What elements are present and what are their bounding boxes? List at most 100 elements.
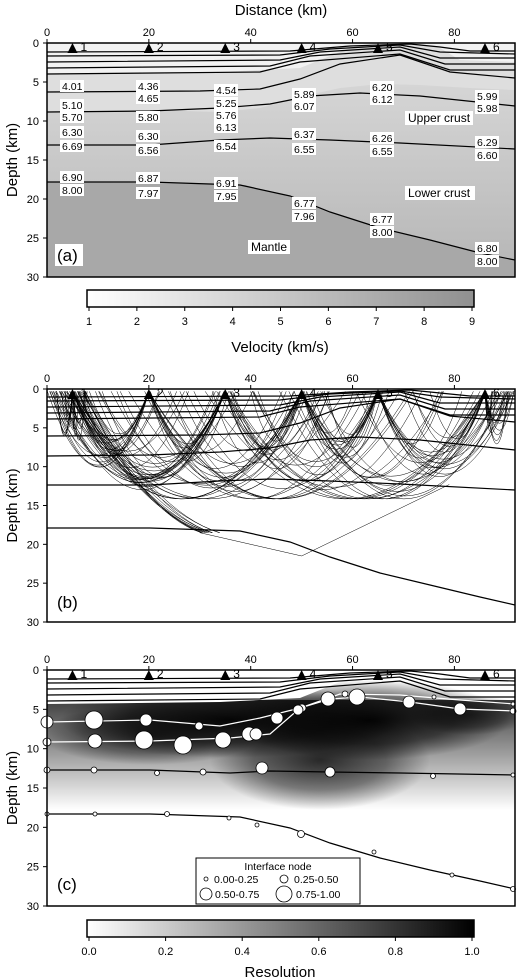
interface-node-legend: Interface node 0.00-0.25 0.25-0.50 0.50-…	[195, 857, 361, 905]
velocity-label: 6.55	[294, 144, 315, 156]
panel-label-c: (c)	[57, 875, 77, 894]
panel-c: (c) Interface node 0.00-0.25 0.25-0.50 0…	[40, 669, 517, 907]
velocity-label: 6.13	[216, 122, 237, 134]
ray-path	[59, 391, 302, 499]
velocity-label: 5.99	[477, 91, 498, 103]
y-tick-label: 0	[33, 665, 39, 677]
velocity-label: 8.00	[477, 256, 498, 268]
colorbar-tick-label: 1	[86, 316, 92, 328]
velocity-label: 6.90	[62, 172, 83, 184]
ray-path	[301, 391, 384, 464]
colorbar-tick-label: 6	[325, 316, 331, 328]
ray-path	[72, 391, 326, 499]
ray-path	[212, 391, 302, 464]
velocity-label-row2: 5.10 4.65 5.25 5.89 6.12 5.98	[60, 88, 499, 115]
x-tick-label: 0	[44, 373, 50, 385]
y-tick-label: 5	[33, 423, 39, 435]
velocity-label: 5.70	[62, 112, 83, 124]
y-tick-label: 10	[27, 462, 39, 474]
legend-item-3: 0.75-1.00	[296, 889, 341, 901]
ray-path	[229, 391, 486, 499]
station-label: 6	[493, 40, 500, 54]
y-axis-title: Depth (km)	[4, 123, 21, 197]
ray-path	[51, 391, 150, 468]
station-marker-icon	[67, 389, 78, 399]
colorbar-tick-label: 4	[230, 316, 236, 328]
y-tick-label: 20	[27, 194, 39, 206]
velocity-label: 6.30	[138, 131, 159, 143]
velocity-label: 8.00	[62, 185, 83, 197]
velocity-label: 7.96	[294, 211, 315, 223]
x-tick-label: 80	[448, 373, 460, 385]
colorbar-tick-label: 9	[469, 316, 475, 328]
x-tick-label: 0	[44, 27, 50, 39]
velocity-label: 6.30	[62, 127, 83, 139]
velocity-label: 6.56	[138, 145, 159, 157]
ray-path	[377, 391, 486, 469]
colorbar-tick-label: 0.0	[81, 946, 96, 958]
legend-title: Interface node	[244, 861, 311, 873]
station-label: 1	[80, 667, 87, 681]
ray-path	[61, 391, 73, 423]
ray-path	[72, 391, 86, 441]
y-tick-label: 15	[27, 501, 39, 513]
ray-path	[80, 391, 220, 533]
ray-path	[84, 391, 226, 464]
panel-label-b: (b)	[57, 593, 78, 612]
y-tick-label: 0	[33, 384, 39, 396]
station-marker-icon	[220, 670, 231, 680]
legend-marker-3	[275, 885, 293, 903]
x-tick-label: 60	[346, 27, 358, 39]
station-label: 5	[386, 40, 393, 54]
station-marker-icon	[479, 389, 490, 399]
station-marker-icon	[220, 389, 231, 399]
y-tick-label: 0	[33, 38, 39, 50]
station-marker-icon	[67, 670, 78, 680]
ray-path	[225, 391, 444, 488]
station-marker-icon	[479, 670, 490, 680]
y-tick-label: 20	[27, 539, 39, 551]
y-axis-title: Depth (km)	[4, 468, 21, 542]
velocity-label-row5: 6.69 6.56 6.54 6.55 6.55 6.60	[60, 140, 499, 162]
station-marker-icon	[373, 43, 384, 53]
velocity-label: 5.98	[477, 103, 498, 115]
y-tick-label: 10	[27, 116, 39, 128]
velocity-colorbar-title: Velocity (km/s)	[231, 339, 329, 356]
velocity-label: 5.80	[138, 112, 159, 124]
velocity-label: 6.54	[216, 141, 237, 153]
ray-path	[301, 391, 507, 500]
station-marker-icon	[296, 43, 307, 53]
y-axis-title: Depth (km)	[4, 751, 21, 825]
y-tick-label: 25	[27, 578, 39, 590]
velocity-label-row7: 8.00 7.97 7.95 6.77 7.96 6.77 8.00 6.80 …	[60, 184, 499, 268]
y-tick-label: 25	[27, 862, 39, 874]
station-label: 2	[157, 667, 164, 681]
station-label: 4	[310, 40, 317, 54]
station-label: 1	[80, 386, 87, 400]
y-tick-label: 30	[27, 617, 39, 629]
y-tick-label: 25	[27, 233, 39, 245]
ray-path	[377, 391, 498, 463]
legend-item-2: 0.50-0.75	[215, 889, 260, 901]
x-tick-label: 80	[448, 654, 460, 666]
ray-path	[484, 391, 509, 441]
x-tick-label: 40	[245, 27, 257, 39]
velocity-label: 6.20	[372, 82, 393, 94]
layer-label-mantle: Mantle	[251, 240, 287, 254]
x-tick-label: 20	[143, 27, 155, 39]
velocity-label: 5.76	[216, 110, 237, 122]
station-label: 3	[233, 40, 240, 54]
x-tick-label: 60	[346, 654, 358, 666]
ray-path	[301, 391, 443, 479]
colorbar-tick-label: 7	[373, 316, 379, 328]
velocity-label: 6.60	[477, 150, 498, 162]
y-tick-label: 5	[33, 77, 39, 89]
resolution-colorbar: Resolution	[86, 919, 475, 980]
ray-path	[230, 391, 379, 482]
station-label: 1	[80, 40, 87, 54]
panel-a: 4.01 4.36 4.54 6.20 5.99 5.10 4.65 5.25 …	[46, 42, 516, 278]
velocity-label: 6.55	[372, 146, 393, 158]
velocity-label: 6.26	[372, 133, 393, 145]
